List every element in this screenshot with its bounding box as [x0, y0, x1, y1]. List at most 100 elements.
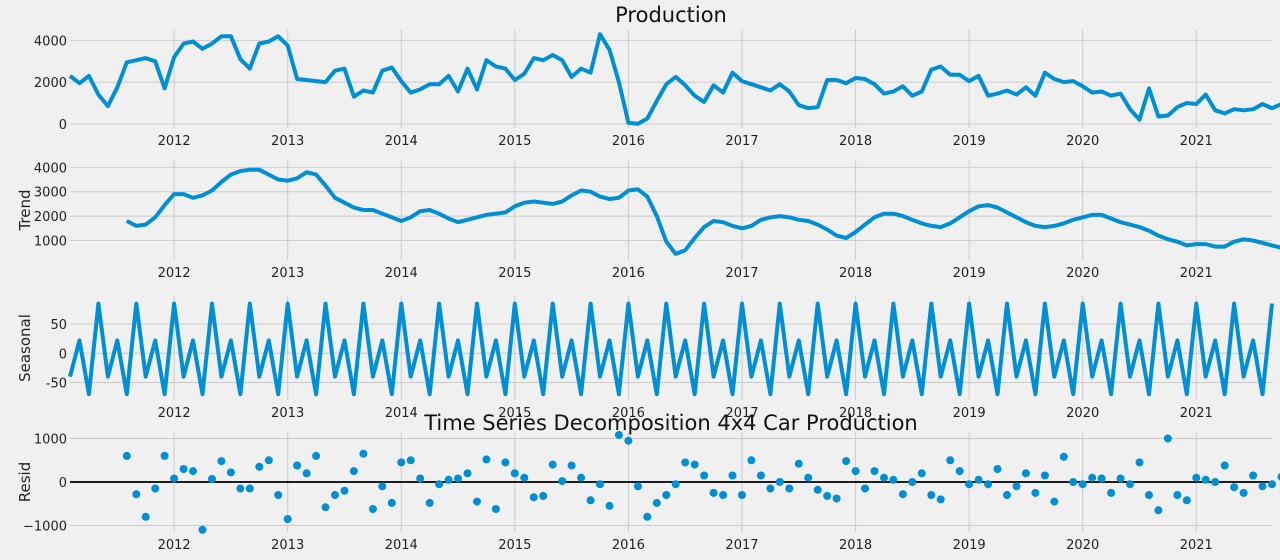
x-tick-label: 2021: [1180, 538, 1213, 553]
resid-point: [965, 480, 974, 489]
x-tick-label: 2018: [839, 406, 872, 421]
resid-point: [1088, 473, 1097, 482]
resid-point: [283, 515, 292, 523]
x-tick-label: 2014: [385, 538, 418, 553]
resid-point: [709, 488, 718, 497]
y-tick-label: 4000: [34, 161, 67, 176]
resid-point: [302, 469, 311, 478]
resid-point: [1135, 458, 1144, 467]
resid-point: [662, 491, 671, 499]
y-tick-label: -50: [46, 376, 67, 391]
x-tick-label: 2019: [953, 134, 986, 149]
resid-point: [312, 451, 321, 460]
resid-point: [1050, 497, 1059, 506]
x-tick-label: 2013: [271, 406, 304, 421]
x-tick-label: 2019: [953, 538, 986, 553]
resid-point: [596, 480, 604, 489]
resid-point: [340, 486, 349, 495]
y-axis-label: Trend: [16, 189, 34, 231]
resid-point: [643, 512, 652, 521]
resid-point: [880, 473, 888, 482]
resid-point: [1126, 480, 1134, 489]
resid-point: [681, 458, 690, 467]
panel-0: 2012 2013 2014 2015 2016 2017 2018 2019 2020 2021…: [34, 30, 1280, 149]
x-tick-label: 2012: [158, 266, 191, 281]
resid-point: [122, 451, 131, 460]
resid-point: [870, 467, 879, 476]
series-line: [68, 301, 1274, 397]
resid-point: [927, 491, 936, 499]
resid-point: [245, 484, 254, 493]
y-axis-label: Seasonal: [16, 314, 34, 382]
resid-point: [264, 456, 273, 465]
x-tick-label: 2017: [725, 266, 758, 281]
resid-point: [766, 484, 775, 493]
resid-point: [1116, 474, 1125, 483]
series-line: [125, 167, 1280, 256]
resid-point: [1154, 506, 1163, 515]
resid-point: [1107, 488, 1116, 497]
x-tick-label: 2014: [385, 406, 418, 421]
resid-point: [974, 475, 983, 484]
resid-point: [331, 491, 339, 499]
x-tick-label: 2016: [612, 406, 645, 421]
resid-point: [473, 497, 481, 506]
panel-title-production: Production: [615, 3, 727, 27]
resid-point: [728, 471, 737, 480]
x-tick-label: 2018: [839, 266, 872, 281]
resid-point: [917, 469, 926, 478]
resid-point: [747, 456, 756, 465]
x-tick-label: 2012: [158, 538, 191, 553]
y-tick-label: 0: [59, 347, 67, 362]
resid-point: [889, 475, 898, 484]
y-tick-label: 1000: [34, 433, 67, 448]
resid-point: [605, 501, 614, 510]
resid-point: [1277, 473, 1280, 481]
resid-point: [1021, 469, 1030, 478]
y-axis-label: Resid: [16, 462, 34, 502]
resid-point: [652, 498, 661, 507]
resid-point: [491, 505, 500, 513]
x-tick-label: 2015: [498, 406, 531, 421]
panels: 2012 2013 2014 2015 2016 2017 2018 2019 2020 2021…: [16, 30, 1280, 553]
resid-point: [548, 460, 557, 469]
y-tick-label: 4000: [34, 34, 67, 49]
x-tick-label: 2020: [1066, 406, 1099, 421]
figure-suptitle: Time Series Decomposition 4x4 Car Produc…: [423, 411, 918, 435]
resid-point: [444, 475, 453, 484]
resid-point: [416, 474, 425, 483]
resid-point: [482, 455, 491, 464]
x-tick-label: 2016: [612, 266, 645, 281]
x-tick-label: 2020: [1066, 266, 1099, 281]
y-tick-label: 2000: [34, 76, 67, 91]
resid-point: [955, 467, 964, 476]
resid-point: [454, 474, 462, 483]
resid-point: [510, 469, 519, 478]
x-tick-label: 2016: [612, 538, 645, 553]
resid-point: [1192, 473, 1201, 482]
y-tick-label: 1000: [34, 234, 67, 249]
resid-point: [842, 457, 851, 466]
resid-point: [1239, 488, 1248, 497]
resid-point: [406, 456, 415, 465]
resid-point: [775, 478, 784, 486]
resid-point: [984, 480, 993, 489]
resid-point: [1173, 491, 1182, 499]
resid-point: [529, 493, 538, 502]
resid-point: [690, 460, 699, 469]
resid-point: [823, 491, 832, 500]
resid-point: [170, 474, 179, 483]
x-tick-label: 2019: [953, 406, 986, 421]
resid-point: [141, 512, 150, 521]
resid-point: [936, 495, 945, 504]
x-tick-label: 2019: [953, 266, 986, 281]
resid-point: [359, 449, 368, 458]
x-tick-label: 2016: [612, 134, 645, 149]
resid-point: [567, 461, 576, 470]
resid-point: [1031, 488, 1040, 497]
resid-point: [226, 468, 235, 477]
x-tick-label: 2017: [725, 406, 758, 421]
resid-point: [785, 484, 794, 493]
resid-point: [387, 498, 396, 507]
